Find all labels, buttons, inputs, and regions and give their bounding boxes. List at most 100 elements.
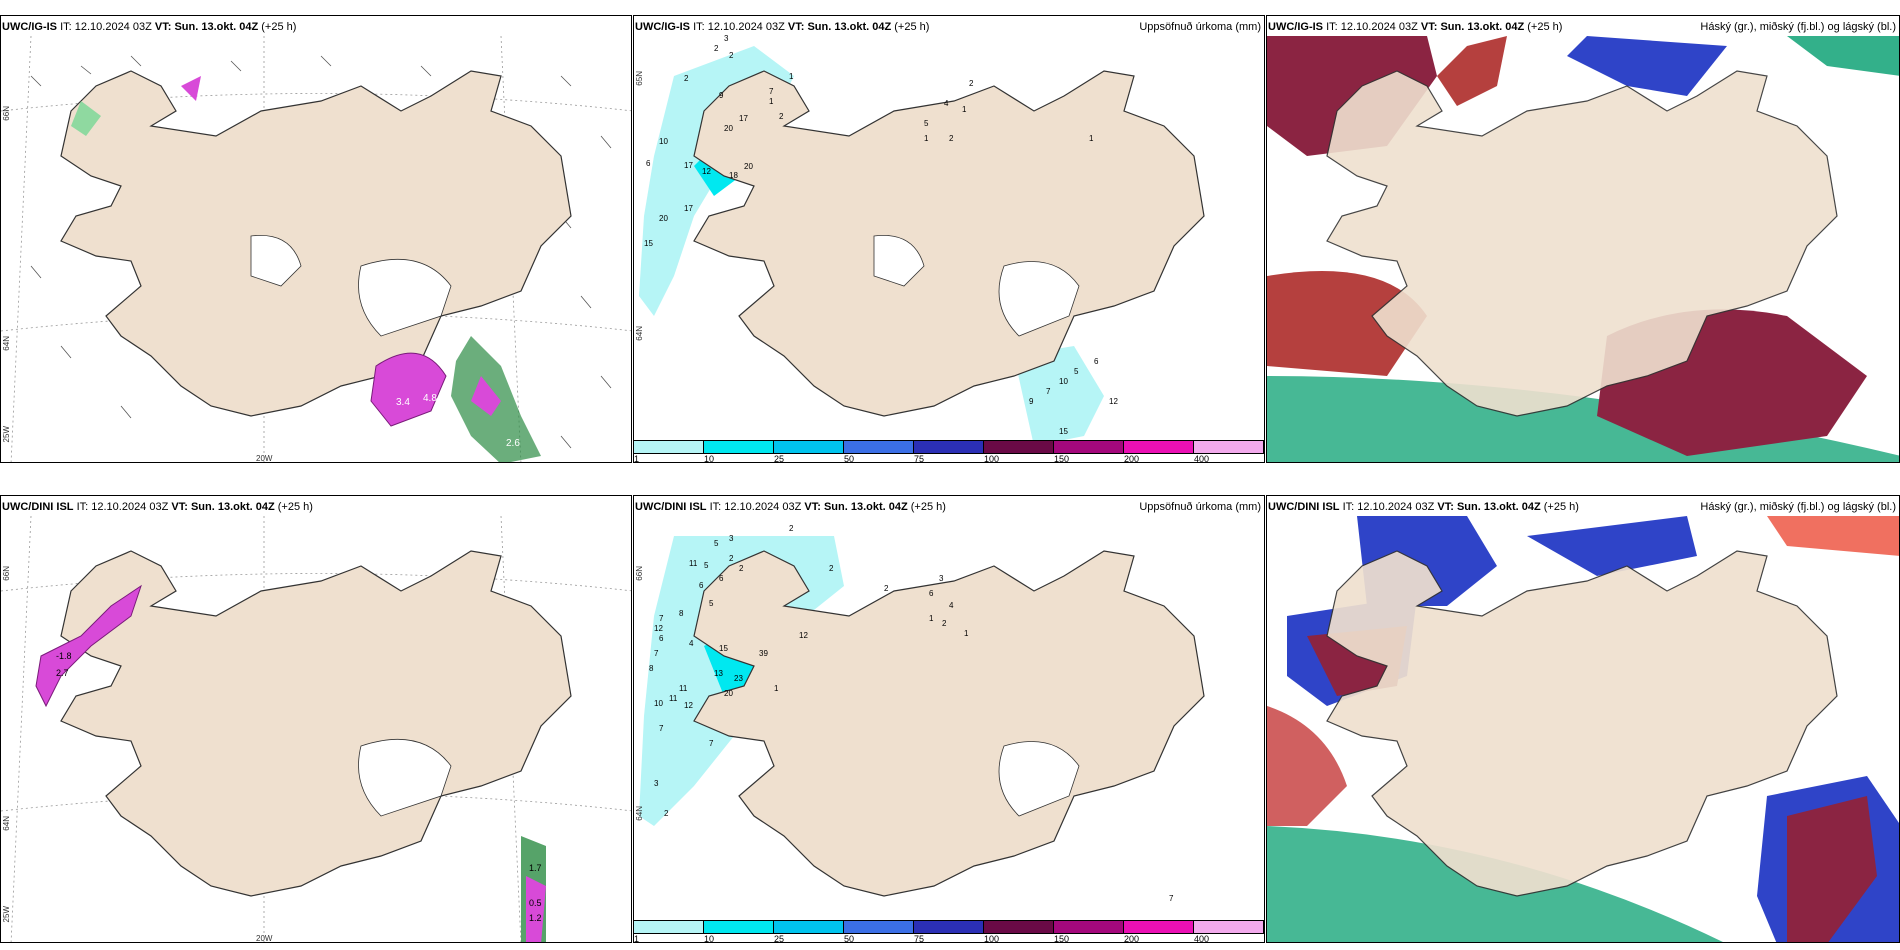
colorbar-cell (774, 921, 844, 933)
svg-text:6: 6 (929, 589, 934, 598)
svg-text:4: 4 (689, 639, 694, 648)
colorbar-cell (1194, 921, 1264, 933)
svg-text:1: 1 (1089, 134, 1094, 143)
colorbar-tick-label: 25 (773, 934, 784, 943)
svg-text:2.7: 2.7 (56, 668, 69, 678)
panel-wind-precip-igis: UWC/IG-IS IT: 12.10.2024 03Z VT: Sun. 13… (0, 15, 632, 463)
colorbar: 1 10 25 50 75 100 150 200 400 (634, 920, 1264, 942)
panel-header: UWC/IG-IS IT: 12.10.2024 03Z VT: Sun. 13… (635, 21, 930, 33)
colorbar-tick-label: 1 (634, 934, 640, 943)
svg-text:7: 7 (1169, 894, 1174, 903)
svg-text:20: 20 (659, 214, 668, 223)
colorbar-tick-label: 10 (703, 934, 714, 943)
svg-text:10: 10 (1059, 377, 1068, 386)
lon-label: 20W (256, 454, 273, 463)
svg-text:2: 2 (949, 134, 954, 143)
iceland-land (60, 550, 572, 897)
colorbar-cell (1124, 921, 1194, 933)
value-label: 0.6 (446, 348, 460, 359)
colorbar-cell (984, 441, 1054, 453)
svg-text:12: 12 (654, 624, 663, 633)
svg-text:12: 12 (799, 631, 808, 640)
colorbar-tick-label: 1 (634, 454, 640, 463)
svg-text:5: 5 (714, 539, 719, 548)
map-canvas: -1.8 2.7 1.7 0.5 1.2 (1, 515, 631, 942)
iceland-land (1326, 550, 1838, 897)
svg-text:7: 7 (1046, 387, 1051, 396)
svg-text:6: 6 (659, 634, 664, 643)
colorbar-tick-label: 100 (984, 934, 1000, 943)
colorbar-cell (844, 921, 914, 933)
colorbar-tick-label: 50 (844, 454, 855, 463)
colorbar-tick-label: 100 (984, 454, 1000, 463)
colorbar-tick-label: 150 (1054, 454, 1070, 463)
svg-text:5: 5 (1074, 367, 1079, 376)
panel-header: UWC/DINI ISL IT: 12.10.2024 03Z VT: Sun.… (2, 501, 313, 513)
lat-label: 66N (2, 106, 11, 121)
svg-text:8: 8 (649, 664, 654, 673)
svg-text:7: 7 (659, 724, 664, 733)
svg-text:2: 2 (739, 564, 744, 573)
colorbar-cell (634, 441, 704, 453)
svg-text:6: 6 (699, 581, 704, 590)
panel-title: Háský (gr.), miðský (fj.bl.) og lágský (… (1700, 501, 1896, 513)
svg-text:6: 6 (719, 574, 724, 583)
colorbar-tick-label: 75 (913, 934, 924, 943)
svg-text:23: 23 (734, 674, 743, 683)
svg-text:15: 15 (644, 239, 653, 248)
lon-label: 25W (2, 906, 11, 923)
lat-label: 64N (2, 816, 11, 831)
colorbar-cell (844, 441, 914, 453)
svg-text:1: 1 (769, 97, 774, 106)
colorbar-tick-label: 25 (773, 454, 784, 463)
colorbar-cell (914, 441, 984, 453)
svg-text:5: 5 (704, 561, 709, 570)
svg-text:2: 2 (664, 809, 669, 818)
svg-text:11: 11 (669, 694, 678, 703)
svg-text:20: 20 (724, 689, 733, 698)
panel-precip-dini: UWC/DINI ISL IT: 12.10.2024 03Z VT: Sun.… (633, 495, 1265, 943)
svg-text:17: 17 (739, 114, 748, 123)
map-canvas: 3.4 4.8 0.6 2.6 (1, 35, 631, 462)
panel-precip-igis: UWC/IG-IS IT: 12.10.2024 03Z VT: Sun. 13… (633, 15, 1265, 463)
lat-label: 65N (635, 71, 644, 86)
svg-text:15: 15 (719, 644, 728, 653)
svg-text:1: 1 (789, 72, 794, 81)
svg-text:6: 6 (646, 159, 651, 168)
colorbar-cell (774, 441, 844, 453)
svg-text:4: 4 (944, 99, 949, 108)
colorbar-tick-label: 50 (844, 934, 855, 943)
svg-text:3: 3 (729, 534, 734, 543)
svg-text:1: 1 (929, 614, 934, 623)
svg-text:-1.8: -1.8 (56, 651, 72, 661)
colorbar-cell (704, 441, 774, 453)
value-label: 3.4 (396, 397, 410, 408)
iceland-land (693, 70, 1205, 417)
lat-label: 64N (635, 806, 644, 821)
colorbar-cell (984, 921, 1054, 933)
lat-label: 64N (2, 336, 11, 351)
svg-text:20: 20 (724, 124, 733, 133)
svg-text:5: 5 (709, 599, 714, 608)
colorbar-cell (914, 921, 984, 933)
colorbar-tick-label: 400 (1193, 934, 1210, 943)
svg-text:1: 1 (924, 134, 929, 143)
svg-text:3: 3 (724, 34, 729, 43)
iceland-land (60, 70, 572, 417)
panel-clouds-igis: UWC/IG-IS IT: 12.10.2024 03Z VT: Sun. 13… (1266, 15, 1900, 463)
colorbar-tick-label: 200 (1124, 934, 1140, 943)
svg-text:1: 1 (964, 629, 969, 638)
svg-text:2: 2 (729, 554, 734, 563)
panel-header: UWC/IG-IS IT: 12.10.2024 03Z VT: Sun. 13… (2, 21, 297, 33)
map-canvas: 2 5 3 11 5 6 2 6 2 8 5 7 12 6 4 15 12 7 … (639, 524, 1205, 903)
lon-label: 25W (2, 426, 11, 443)
svg-text:3: 3 (939, 574, 944, 583)
svg-text:20: 20 (744, 162, 753, 171)
svg-text:1.7: 1.7 (529, 863, 542, 873)
panel-title: Uppsöfnuð úrkoma (mm) (1139, 21, 1261, 33)
svg-text:12: 12 (702, 167, 711, 176)
svg-text:2: 2 (779, 112, 784, 121)
svg-text:0.5: 0.5 (529, 898, 542, 908)
svg-text:6: 6 (1094, 357, 1099, 366)
svg-text:11: 11 (689, 559, 698, 568)
